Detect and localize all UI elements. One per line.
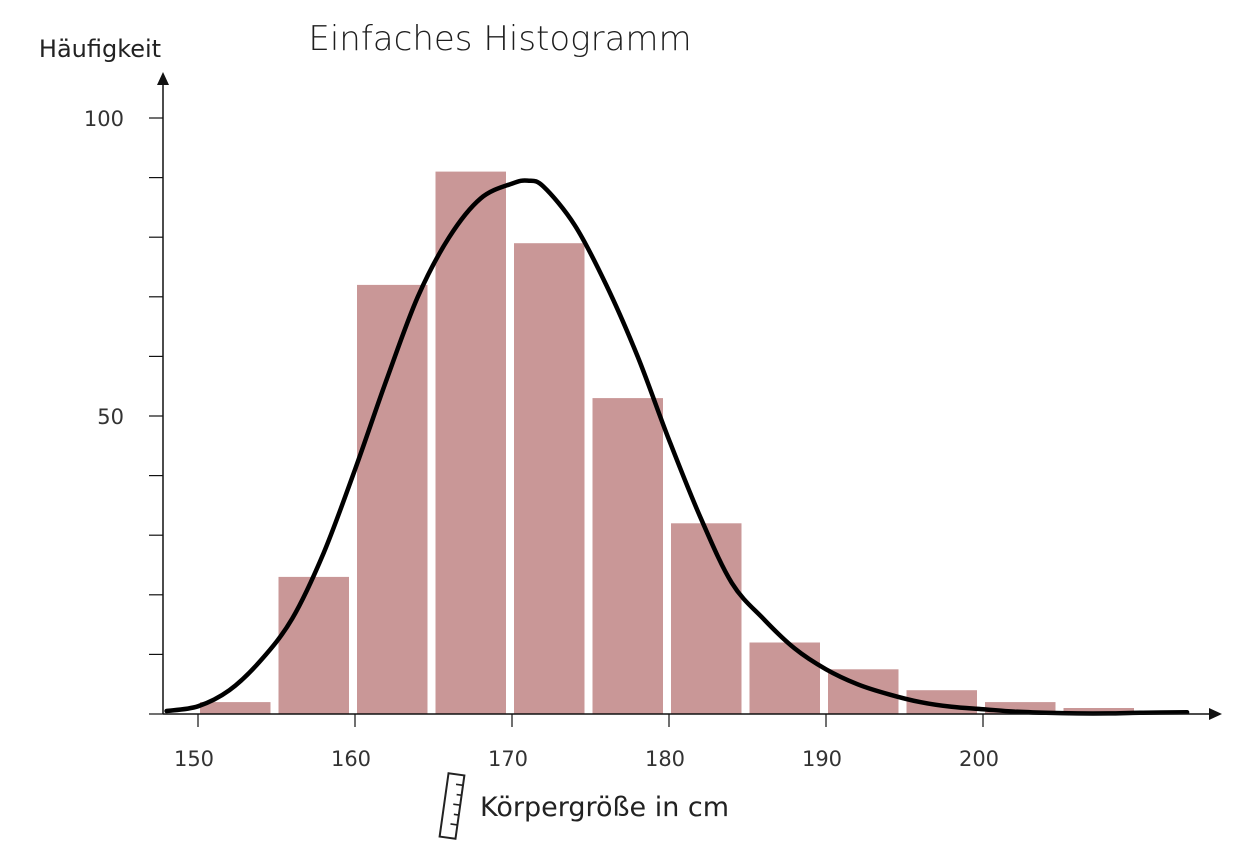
y-tick-label: 50 — [97, 405, 124, 429]
curve-group — [164, 178, 1190, 716]
y-tick-label: 100 — [84, 107, 124, 131]
y-axis-label: Häufigkeit — [39, 35, 161, 63]
chart-title: Einfaches Histogramm — [308, 19, 691, 59]
x-tick-label: 170 — [488, 747, 528, 771]
bars-group — [200, 171, 1134, 715]
histogram-bar-2 — [278, 576, 349, 714]
x-axis-arrow — [1209, 708, 1222, 720]
x-axis-label: Körpergröße in cm — [480, 792, 729, 823]
histogram-bar-6 — [592, 398, 663, 714]
x-tick-label: 200 — [959, 747, 999, 771]
x-tick-label: 150 — [174, 747, 214, 771]
y-axis-arrow — [157, 72, 169, 85]
histogram-bar-8 — [749, 642, 820, 714]
histogram-bar-1 — [200, 702, 271, 714]
x-tick-label: 190 — [802, 747, 842, 771]
histogram-bar-4 — [435, 171, 506, 715]
x-tick-label: 180 — [645, 747, 685, 771]
histogram-bar-7 — [671, 523, 742, 714]
histogram-bar-11 — [985, 702, 1056, 714]
axes-group: 100 50 150 160 170 180 190 200 — [84, 72, 1222, 771]
ruler-icon — [438, 772, 466, 840]
distribution-curve — [164, 178, 1190, 716]
histogram-bar-12 — [1063, 708, 1134, 714]
histogram-bar-5 — [514, 243, 585, 714]
x-tick-label: 160 — [331, 747, 371, 771]
histogram-bar-3 — [357, 284, 428, 714]
